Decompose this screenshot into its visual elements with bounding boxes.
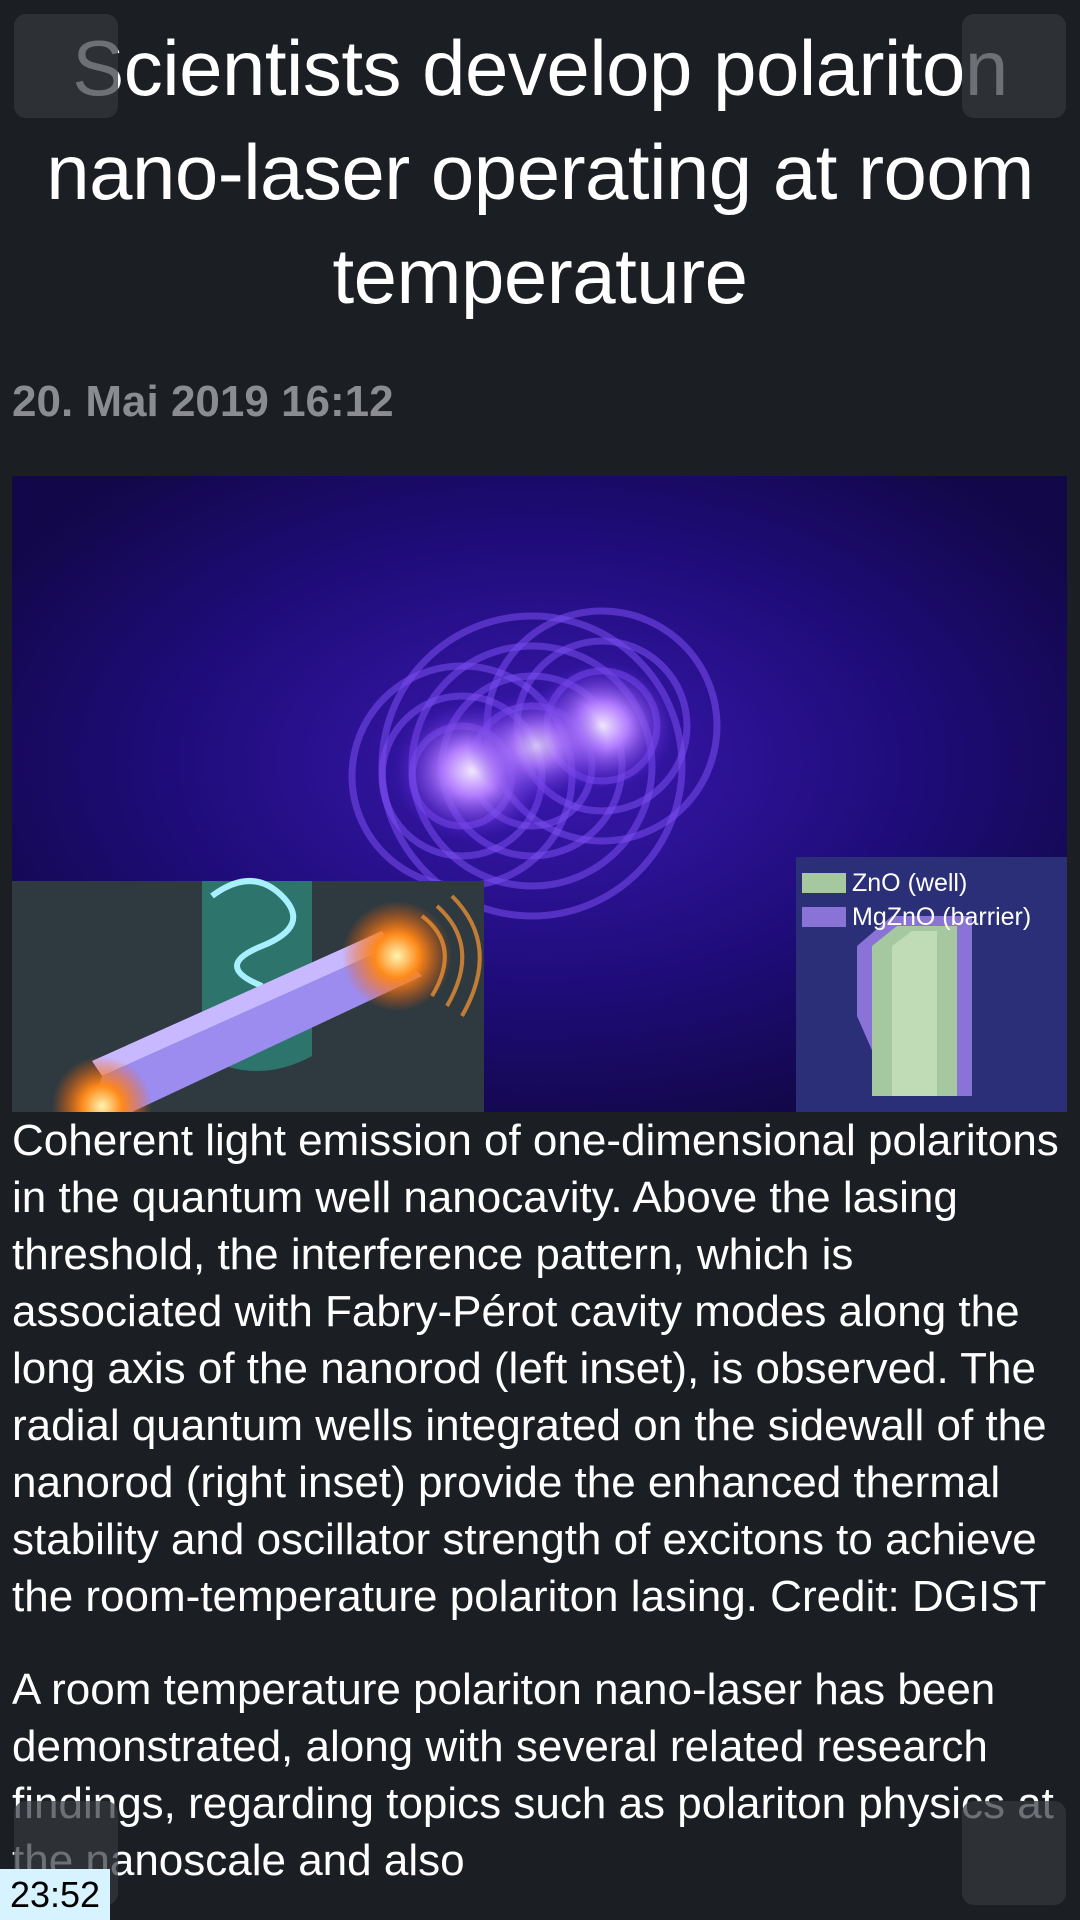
legend-swatch-icon xyxy=(802,907,846,927)
status-clock: 23:52 xyxy=(0,1869,110,1920)
article-title: Scientists develop polariton nano-laser … xyxy=(46,24,1034,320)
polariton-emission-image xyxy=(12,476,1067,1112)
article-image: ZnO (well) MgZnO (barrier) xyxy=(12,476,1067,1112)
legend-swatch-icon xyxy=(802,873,846,893)
legend-label: MgZnO (barrier) xyxy=(852,902,1032,931)
article-paragraph: A room temperature polariton nano-laser … xyxy=(12,1665,1054,1885)
legend-label: ZnO (well) xyxy=(852,868,968,897)
legend-item-zno: ZnO (well) xyxy=(802,866,967,900)
article-date: 20. Mai 2019 16:12 xyxy=(12,377,394,426)
bottom-right-tap-zone-button[interactable] xyxy=(962,1801,1066,1905)
image-caption: Coherent light emission of one-dimension… xyxy=(12,1116,1059,1621)
top-right-tap-zone-button[interactable] xyxy=(962,14,1066,118)
legend-item-mgzno: MgZnO (barrier) xyxy=(802,900,1031,934)
top-left-tap-zone-button[interactable] xyxy=(14,14,118,118)
